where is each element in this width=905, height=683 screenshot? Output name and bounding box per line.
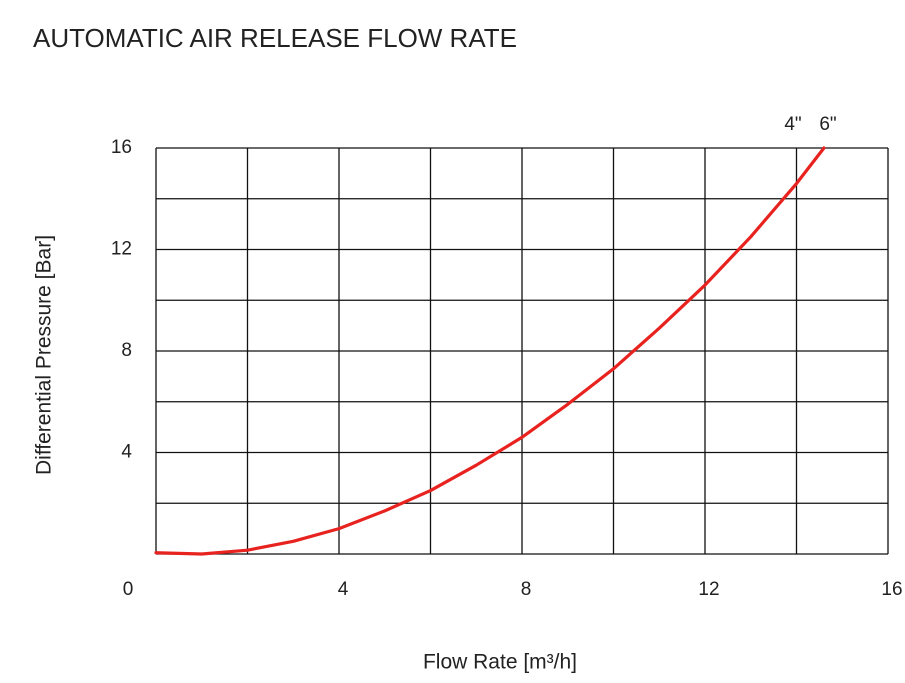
- y-tick-label: 4: [121, 442, 132, 463]
- x-tick-label: 0: [123, 579, 134, 600]
- annotation: 6": [819, 114, 836, 135]
- x-tick-label: 16: [881, 579, 902, 600]
- y-tick-label: 16: [111, 137, 132, 158]
- y-tick-label: 12: [111, 239, 132, 260]
- x-tick-label: 12: [698, 579, 719, 600]
- annotation: 4": [784, 114, 801, 135]
- x-tick-label: 8: [521, 579, 532, 600]
- x-tick-label: 4: [338, 579, 349, 600]
- x-axis-label: Flow Rate [m³/h]: [423, 651, 577, 674]
- y-axis-label: Differential Pressure [Bar]: [33, 235, 56, 475]
- y-tick-label: 8: [121, 340, 132, 361]
- chart-title: AUTOMATIC AIR RELEASE FLOW RATE: [33, 23, 517, 53]
- line: [154, 146, 826, 556]
